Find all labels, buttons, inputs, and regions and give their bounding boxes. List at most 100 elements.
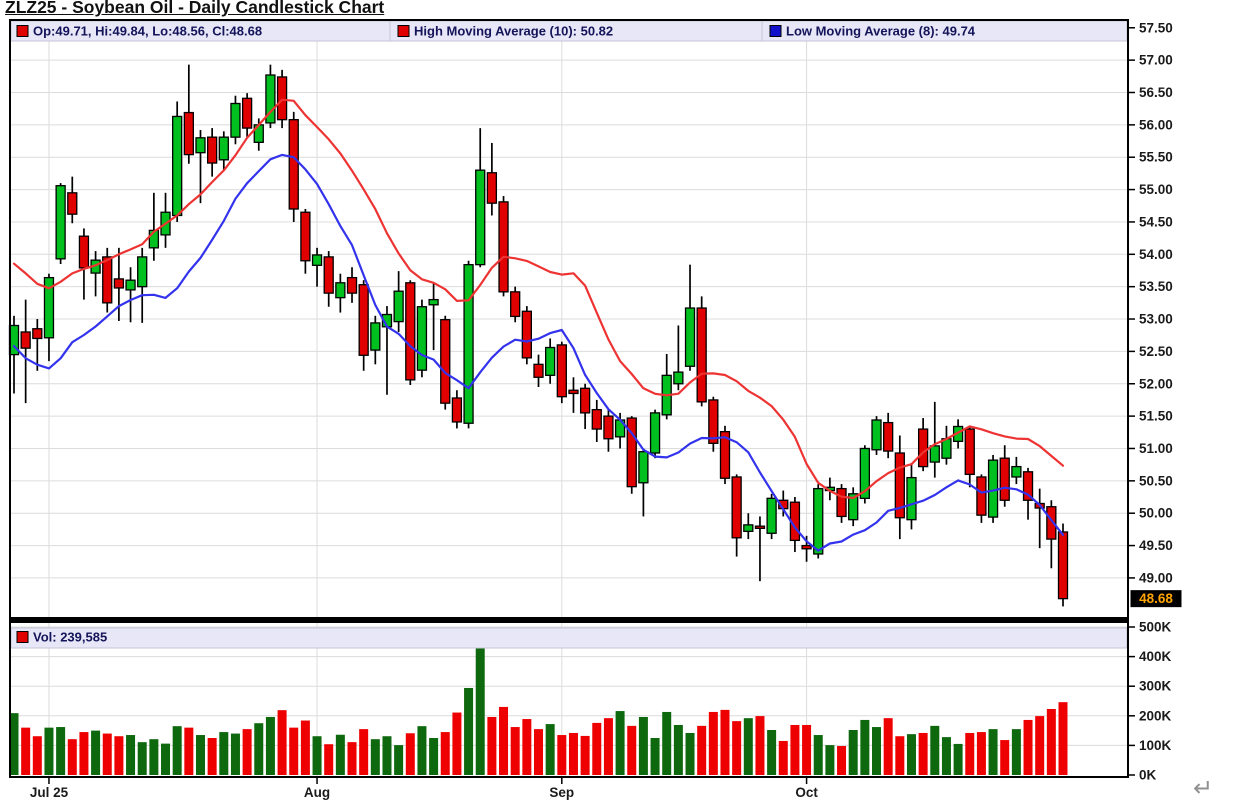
volume-bar: [265, 716, 275, 775]
price-tick-label: 52.50: [1139, 344, 1173, 359]
candle-body: [148, 229, 160, 249]
volume-bar: [102, 733, 112, 775]
candle-body: [591, 408, 602, 430]
candle-body: [999, 457, 1010, 501]
price-tick-label: 51.00: [1139, 441, 1173, 456]
volume-bar: [872, 727, 882, 775]
volume-bar: [370, 739, 380, 775]
price-tick-label: 55.00: [1139, 182, 1173, 197]
volume-bar: [79, 732, 89, 775]
candle-body: [370, 322, 381, 351]
volume-bar: [440, 732, 450, 775]
volume-bar: [953, 743, 963, 775]
gridlines: [10, 20, 1128, 777]
volume-bar: [650, 738, 660, 775]
volume-bar: [848, 730, 858, 775]
price-tick-label: 54.00: [1139, 247, 1173, 262]
candle-body: [649, 412, 661, 454]
volume-bar: [580, 735, 590, 775]
volume-bar: [464, 687, 474, 775]
volume-bar: [697, 725, 707, 775]
volume-bars: [9, 648, 1068, 775]
price-tick-label: 56.00: [1139, 117, 1173, 132]
price-tick-label: 57.00: [1139, 53, 1173, 68]
candle-body: [626, 417, 637, 488]
price-tick-label: 50.00: [1139, 506, 1173, 521]
return-arrow-icon: ↵: [1193, 775, 1213, 802]
volume-bar: [254, 723, 264, 775]
volume-bar: [67, 739, 77, 775]
volume-bar: [195, 735, 205, 775]
candle-body: [335, 282, 346, 299]
volume-bar: [230, 733, 240, 775]
volume-tick-label: 400K: [1139, 649, 1172, 664]
price-legend: Op:49.71, Hi:49.84, Lo:48.56, Cl:48.68 Hi…: [10, 20, 1128, 42]
candle-body: [195, 137, 206, 154]
price-tick-label: 57.50: [1139, 20, 1173, 35]
volume-bar: [802, 724, 812, 775]
volume-bar: [149, 739, 159, 775]
volume-bar: [941, 737, 951, 775]
volume-bar: [335, 734, 345, 775]
low-ma-line: [12, 153, 1065, 552]
volume-bar: [359, 729, 369, 775]
volume-bar: [860, 719, 870, 775]
volume-bar: [126, 735, 136, 775]
volume-bar: [568, 732, 578, 775]
high-ma-line: [12, 98, 1065, 500]
candle-body: [137, 256, 148, 288]
candle-body: [393, 290, 404, 323]
last-price-marker: [1130, 590, 1182, 608]
legend-label: Low Moving Average (8): 49.74: [786, 24, 976, 39]
candle-body: [568, 389, 579, 395]
candle-body: [917, 428, 929, 468]
volume-bar: [988, 729, 998, 775]
volume-bar: [510, 727, 520, 775]
candle-body: [20, 331, 31, 349]
candle-body: [498, 201, 509, 293]
legend-marker-icon: [16, 631, 29, 643]
volume-bar: [720, 709, 730, 775]
price-tick-label: 51.50: [1139, 409, 1173, 424]
month-tick-label: Aug: [304, 785, 330, 800]
volume-bar: [300, 720, 310, 775]
candle-body: [976, 476, 987, 516]
chart-title: ZLZ25 - Soybean Oil - Daily Candlestick …: [5, 0, 385, 17]
volume-bar: [708, 711, 718, 775]
volume-bar: [347, 742, 357, 775]
candle-body: [1022, 471, 1034, 501]
candle-body: [486, 172, 498, 204]
legend-label: Vol: 239,585: [33, 630, 107, 645]
volume-bar: [883, 718, 893, 775]
candle-body: [241, 97, 253, 129]
candle-body: [894, 452, 905, 519]
candle-body: [941, 438, 952, 459]
candle-body: [183, 111, 194, 156]
legend-marker-icon: [397, 25, 410, 37]
legend-label: High Moving Average (10): 50.82: [414, 24, 613, 39]
volume-bar: [895, 736, 905, 775]
candle-body: [883, 421, 894, 452]
month-tick-label: Oct: [795, 785, 818, 800]
volume-bar: [417, 726, 427, 775]
volume-bar: [976, 732, 986, 775]
candle-body: [300, 211, 311, 262]
volume-bar: [743, 718, 753, 775]
candle-body: [311, 254, 323, 266]
legend-label: Op:49.71, Hi:49.84, Lo:48.56, Cl:48.68: [33, 24, 262, 39]
volume-bar: [627, 725, 637, 775]
candle-body: [696, 307, 707, 403]
price-tick-label: 55.50: [1139, 150, 1173, 165]
candle-body: [754, 525, 766, 529]
candle-body: [684, 307, 696, 367]
volume-bar: [9, 713, 19, 775]
volume-bar: [207, 738, 217, 775]
candle-body: [218, 136, 229, 161]
price-tick-label: 49.50: [1139, 538, 1173, 553]
price-tick-label: 54.50: [1139, 214, 1173, 229]
candle-body: [43, 276, 55, 339]
volume-bar: [1023, 719, 1033, 775]
candle-body: [929, 445, 940, 463]
candle-body: [172, 115, 183, 217]
